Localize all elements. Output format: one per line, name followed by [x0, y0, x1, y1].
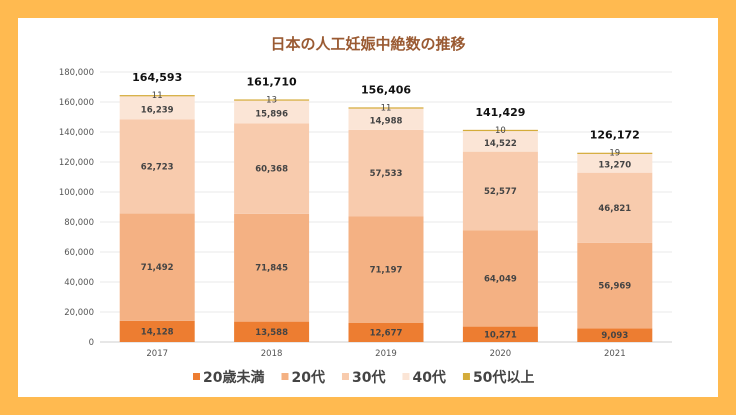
bar-segment	[119, 320, 195, 342]
y-tick-label: 0	[89, 338, 94, 348]
data-label: 46,821	[598, 204, 631, 214]
total-label: 156,406	[361, 83, 411, 96]
total-label: 126,172	[590, 129, 640, 142]
data-label: 12,677	[370, 328, 403, 338]
data-label: 15,896	[255, 109, 288, 119]
y-tick-label: 120,000	[59, 158, 94, 168]
data-label: 9,093	[601, 331, 628, 341]
bar-segment	[577, 242, 653, 329]
legend-label: 20代	[291, 369, 324, 386]
bar-segment	[234, 99, 310, 124]
y-tick-label: 100,000	[59, 188, 94, 198]
data-label: 62,723	[141, 163, 174, 173]
data-label: 71,492	[141, 263, 174, 273]
bar-segment	[462, 129, 538, 152]
bar-segment	[348, 216, 424, 323]
bar-segment	[577, 328, 653, 342]
y-tick-label: 60,000	[64, 248, 94, 258]
legend-swatch	[193, 373, 200, 380]
data-label: 56,969	[598, 282, 631, 292]
data-label: 14,522	[484, 139, 517, 149]
legend-swatch	[281, 373, 289, 380]
bar-segment	[348, 107, 424, 109]
bar-segment	[348, 129, 424, 217]
bar-segment	[234, 213, 310, 322]
bar-segment	[577, 152, 653, 154]
x-tick-label: 2018	[261, 349, 283, 359]
bar-segment	[119, 119, 195, 214]
legend-label: 20歳未満	[203, 369, 264, 386]
legend-swatch	[402, 373, 410, 380]
legend-label: 40代	[412, 369, 445, 386]
total-label: 161,710	[247, 75, 297, 88]
x-tick-label: 2020	[490, 349, 512, 359]
y-tick-label: 140,000	[59, 128, 94, 138]
bar-segment	[348, 322, 424, 342]
x-tick-label: 2021	[604, 349, 626, 359]
total-label: 141,429	[475, 106, 525, 119]
bar-segment	[462, 230, 538, 327]
bar-segment	[462, 151, 538, 231]
data-label: 14,988	[370, 117, 403, 127]
bar-segment	[119, 213, 195, 321]
bar-segment	[234, 99, 310, 101]
data-label: 57,533	[370, 169, 403, 179]
data-label: 11	[381, 103, 392, 113]
data-label: 60,368	[255, 165, 288, 175]
x-tick-label: 2019	[375, 349, 397, 359]
data-label: 71,845	[255, 264, 288, 274]
bar-segment	[119, 95, 195, 97]
x-tick-label: 2017	[146, 349, 168, 359]
bar-segment	[348, 107, 424, 130]
bar-segment	[577, 152, 653, 173]
total-label: 164,593	[132, 71, 182, 84]
data-label: 19	[609, 149, 620, 159]
y-tick-label: 160,000	[59, 98, 94, 108]
data-label: 13,588	[255, 328, 288, 338]
data-label: 13	[266, 95, 277, 105]
bar-segment	[462, 326, 538, 342]
data-label: 11	[152, 91, 163, 101]
bar-segment	[462, 129, 538, 132]
bar-segment	[234, 321, 310, 342]
y-tick-label: 180,000	[59, 68, 94, 78]
chart-title: 日本の人工妊娠中絶数の推移	[270, 35, 465, 53]
data-label: 13,270	[598, 161, 631, 171]
bar-segment	[234, 123, 310, 214]
data-label: 10,271	[484, 330, 517, 340]
y-tick-label: 80,000	[64, 218, 94, 228]
bar-segment	[119, 95, 195, 120]
legend-swatch	[462, 373, 470, 380]
data-label: 14,128	[141, 327, 174, 337]
y-tick-label: 20,000	[64, 308, 94, 318]
legend-label: 30代	[352, 369, 385, 386]
data-label: 10	[495, 126, 506, 136]
legend-label: 50代以上	[473, 369, 534, 386]
bar-segment	[577, 172, 653, 243]
data-label: 16,239	[141, 105, 174, 115]
data-label: 71,197	[370, 266, 403, 276]
data-label: 64,049	[484, 275, 517, 285]
legend-swatch	[341, 373, 349, 380]
y-tick-label: 40,000	[64, 278, 94, 288]
data-label: 52,577	[484, 187, 517, 197]
